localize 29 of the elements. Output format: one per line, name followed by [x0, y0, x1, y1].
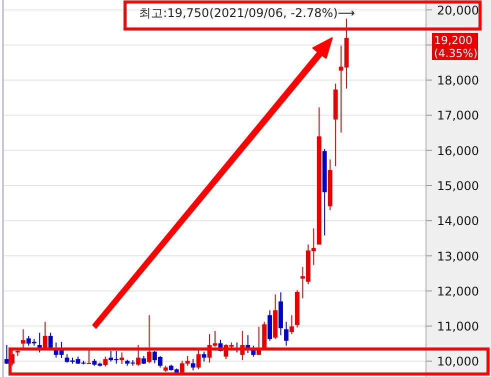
y-tick-label: 11,000: [437, 320, 479, 334]
y-tick-label: 15,000: [437, 179, 479, 194]
y-tick-label: 18,000: [437, 74, 479, 88]
candlestick: [196, 348, 201, 370]
candlestick: [202, 351, 206, 362]
y-tick-label: 16,000: [437, 144, 479, 158]
candlestick: [147, 314, 152, 364]
y-tick-label: 12,000: [437, 284, 479, 298]
y-tick-label: 17,000: [437, 108, 479, 123]
y-tick-label: 10,000: [437, 354, 479, 369]
annotation: 최고:19,750(2021/09/06, -2.78%)⟶: [139, 6, 355, 20]
candlestick: [290, 314, 294, 335]
y-tick-label: 14,000: [437, 214, 479, 228]
candlestick: [284, 321, 288, 346]
candlestick: [180, 360, 184, 374]
candlestick: [185, 355, 190, 366]
candlestick: [136, 344, 140, 366]
candlestick: [37, 332, 42, 353]
candlestick: [268, 310, 272, 342]
candlestick: [103, 356, 108, 367]
candlestick: [120, 352, 124, 364]
candlestick: [20, 328, 26, 350]
y-tick-label: 20,000: [437, 3, 479, 18]
y-tick-label: 13,000: [437, 249, 479, 264]
candlestick: [42, 321, 48, 350]
candlestick: [86, 348, 92, 364]
candlestick: [4, 344, 9, 364]
text: 19,200 (4.35%): [434, 34, 478, 60]
candlestick: [190, 358, 196, 371]
